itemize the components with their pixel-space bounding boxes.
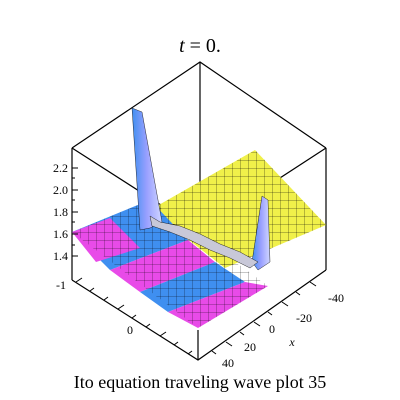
surface-faces — [72, 107, 326, 328]
z-tick-label-4: 1.6 — [53, 227, 68, 241]
x-axis — [211, 281, 317, 355]
y-tick-label-1: -1 — [56, 278, 66, 292]
x-tick-label-1: -40 — [328, 291, 344, 305]
z-axis — [72, 167, 78, 257]
plot-title: t = 0. — [179, 35, 221, 57]
z-tick-label-1: 2.2 — [53, 161, 68, 175]
plot-caption: Ito equation traveling wave plot 35 — [74, 372, 326, 392]
x-axis-label: x — [288, 335, 295, 349]
bounding-box-front — [71, 269, 327, 361]
z-tick-label-2: 2.0 — [53, 183, 68, 197]
x-tick-label-3: 0 — [269, 322, 275, 336]
surface-spike-right — [251, 195, 271, 271]
x-tick-label-5: 40 — [222, 356, 234, 370]
surface-step-ridge — [149, 215, 259, 269]
x-tick-label-2: -20 — [296, 311, 312, 325]
x-tick-label-4: 20 — [244, 340, 256, 354]
y-axis — [75, 277, 193, 355]
y-tick-label-2: 0 — [127, 323, 133, 337]
z-tick-label-3: 1.8 — [53, 205, 68, 219]
z-tick-label-5: 1.4 — [53, 249, 68, 263]
